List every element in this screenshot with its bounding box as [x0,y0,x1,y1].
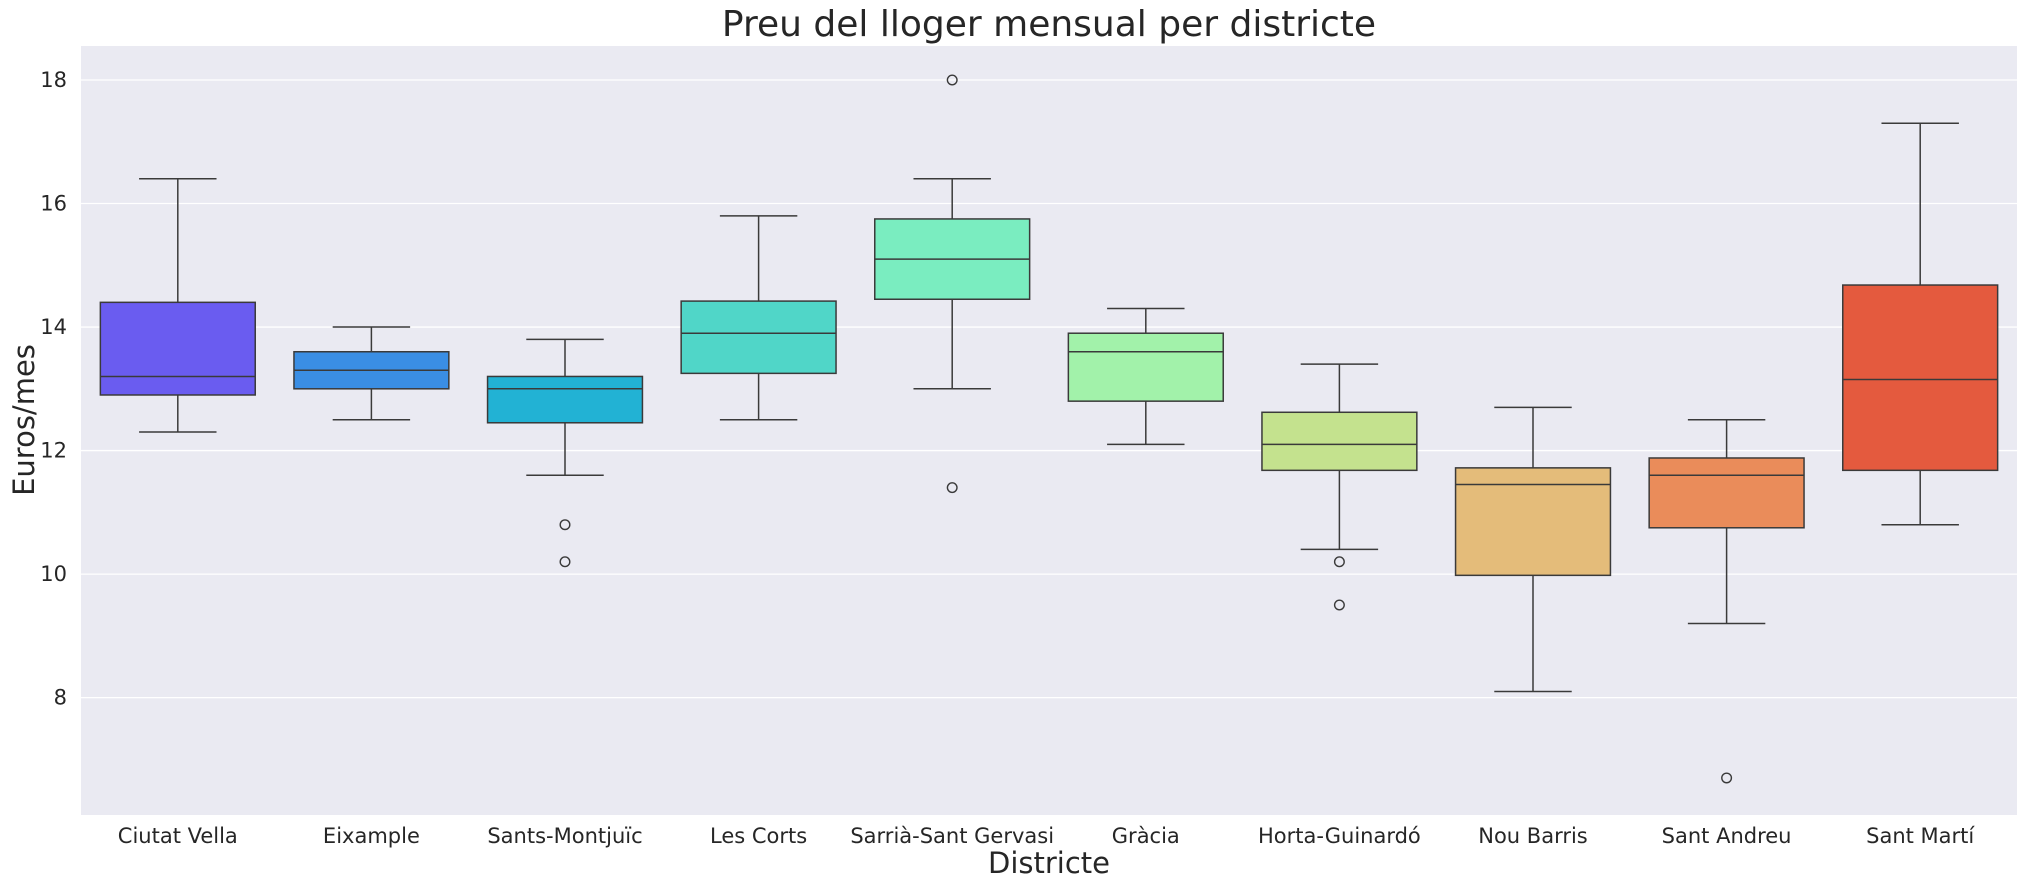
outlier-point [1721,772,1733,784]
x-tick-label: Nou Barris [1478,824,1588,848]
outlier-point [946,482,958,494]
box-group [1067,307,1224,446]
outlier-point [946,74,958,86]
x-tick-label: Sant Martí [1866,824,1975,848]
box-group [1648,418,1805,784]
box-group [1842,122,1999,526]
x-tick-label: Sants-Montjuïc [487,824,642,848]
chart-title: Preu del lloger mensual per districte [722,4,1376,45]
y-axis-ticks: 8 10 12 14 16 18 [40,68,67,710]
box-group [99,178,256,433]
box [680,300,837,375]
y-tick-label: 12 [40,439,67,463]
x-tick-label: Sant Andreu [1662,824,1792,848]
box [1842,284,1999,472]
y-tick-label: 16 [40,192,67,216]
y-tick-label: 18 [40,68,67,92]
box-group [680,215,837,421]
outlier-point [559,556,571,568]
y-axis-label: Euros/mes [7,344,41,496]
box [99,301,256,396]
box [1648,457,1805,529]
x-tick-label: Gràcia [1112,824,1180,848]
x-tick-label: Horta-Guinardó [1258,824,1421,848]
box-group [293,326,450,421]
box-group [1454,406,1612,693]
x-tick-label: Eixample [323,824,420,848]
boxes [99,74,1999,784]
outlier-point [1333,599,1345,611]
box [486,375,644,424]
box-group [486,338,644,568]
box [1454,467,1612,577]
box [1067,332,1224,402]
y-tick-label: 10 [40,562,67,586]
x-axis-label: Districte [988,846,1110,880]
box [1261,411,1418,472]
plot-area [81,46,2017,815]
outlier-point [1333,556,1345,568]
x-tick-label: Sarrià-Sant Gervasi [850,824,1054,848]
y-tick-label: 14 [40,315,67,339]
y-tick-label: 8 [54,686,67,710]
x-axis-ticks: Ciutat Vella Eixample Sants-Montjuïc Les Co… [118,824,1976,848]
x-tick-label: Les Corts [710,824,807,848]
outlier-point [559,519,571,531]
box-group [1261,363,1418,611]
x-tick-label: Ciutat Vella [118,824,238,848]
box-group [874,74,1031,494]
